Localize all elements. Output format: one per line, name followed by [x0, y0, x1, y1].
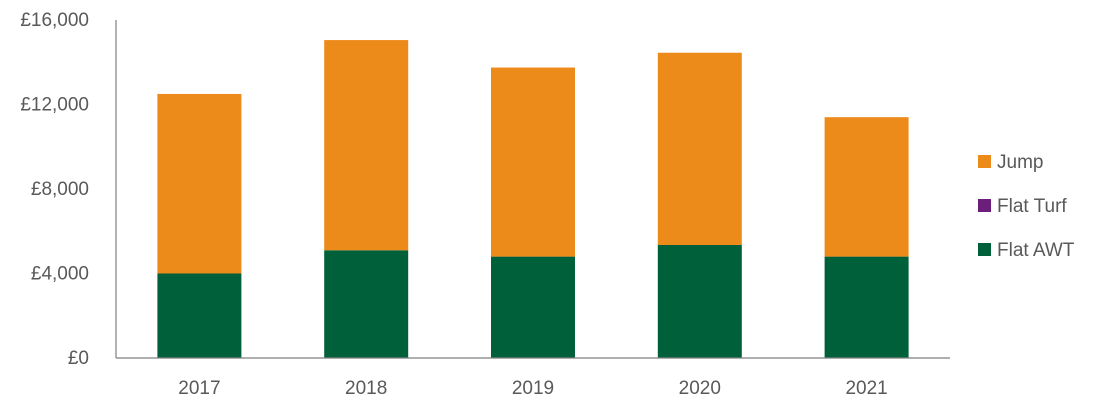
legend: Jump Flat Turf Flat AWT	[978, 152, 1075, 261]
bar-jump-2017	[157, 93, 242, 274]
bar-flat-awt-2017	[157, 273, 242, 358]
x-tick-label: 2020	[679, 378, 721, 399]
y-axis-ticks: £0 £4,000 £8,000 £12,000 £16,000	[20, 10, 89, 369]
legend-label-jump: Jump	[997, 152, 1043, 173]
y-tick-label: £4,000	[31, 264, 89, 285]
legend-swatch-flat-awt	[978, 243, 991, 256]
legend-swatch-flat-turf	[978, 199, 991, 212]
y-tick-label: £12,000	[20, 95, 89, 116]
bar-flat-awt-2020	[657, 244, 742, 358]
bar-jump-2021	[824, 117, 909, 257]
legend-label-flat-awt: Flat AWT	[997, 240, 1075, 261]
legend-label-flat-turf: Flat Turf	[997, 196, 1067, 217]
legend-swatch-jump	[978, 155, 991, 168]
x-tick-label: 2017	[178, 378, 220, 399]
x-tick-label: 2018	[345, 378, 387, 399]
axes	[115, 20, 950, 359]
x-tick-label: 2021	[845, 378, 887, 399]
y-tick-label: £8,000	[31, 179, 89, 200]
bars	[157, 40, 909, 358]
x-tick-label: 2019	[512, 378, 554, 399]
bar-flat-awt-2021	[824, 256, 909, 358]
x-axis-ticks: 2017 2018 2019 2020 2021	[178, 378, 887, 399]
y-tick-label: £16,000	[20, 10, 89, 31]
bar-flat-awt-2018	[324, 250, 409, 358]
y-tick-label: £0	[68, 348, 89, 369]
bar-flat-awt-2019	[491, 256, 575, 358]
bar-jump-2018	[324, 40, 409, 251]
bar-jump-2020	[657, 52, 742, 245]
bar-jump-2019	[491, 67, 575, 257]
